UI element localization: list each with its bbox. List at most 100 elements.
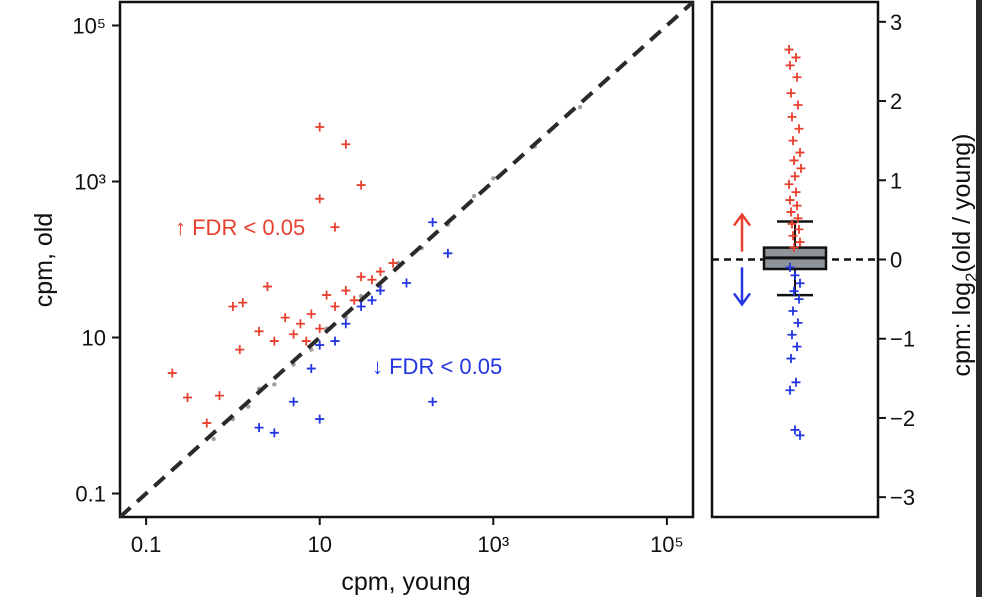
y-axis-title: cpm, old <box>30 213 58 307</box>
data-point <box>235 345 245 355</box>
data-point <box>787 112 797 122</box>
downregulated-points <box>254 217 453 438</box>
boxplot <box>762 220 828 297</box>
data-point <box>262 282 272 292</box>
data-point <box>790 171 800 181</box>
data-point <box>202 418 212 428</box>
y-tick-label: 10³ <box>74 169 106 194</box>
data-point <box>795 148 805 158</box>
y-tick-label: −1 <box>890 327 915 352</box>
log2-axis-title-subscript: 2 <box>962 273 981 282</box>
data-point <box>789 243 799 253</box>
data-point <box>341 319 351 329</box>
data-point <box>367 295 377 305</box>
data-point <box>315 340 325 350</box>
data-point <box>295 319 305 329</box>
data-point <box>788 306 798 316</box>
y-tick-label: −3 <box>890 485 915 510</box>
annotation-down: ↓ FDR < 0.05 <box>372 354 502 379</box>
up-arrow-icon <box>732 212 752 252</box>
data-point <box>791 52 801 62</box>
upregulated-points <box>167 122 398 428</box>
data-point <box>330 336 340 346</box>
log2-axis-title: cpm: log2(old / young) <box>948 134 981 377</box>
data-point <box>183 393 193 403</box>
data-point <box>289 329 299 339</box>
data-point <box>211 436 216 442</box>
data-point <box>787 219 797 229</box>
data-point <box>786 354 796 364</box>
data-point <box>443 248 453 258</box>
data-point <box>788 231 798 241</box>
data-point <box>341 139 351 149</box>
data-point <box>349 295 359 305</box>
data-point <box>785 262 795 272</box>
data-point <box>356 272 366 282</box>
data-point <box>289 397 299 407</box>
data-point <box>471 193 477 199</box>
scatter-frame <box>118 0 695 519</box>
data-point <box>341 286 351 296</box>
data-point <box>306 309 316 319</box>
data-point <box>367 275 377 285</box>
y-tick-label: 1 <box>890 168 902 193</box>
data-point <box>790 270 800 280</box>
data-point <box>330 301 340 311</box>
data-point <box>315 414 325 424</box>
data-point <box>796 163 806 173</box>
data-point <box>795 430 805 440</box>
x-axis-title: cpm, young <box>341 568 470 596</box>
data-point <box>214 391 224 401</box>
data-point <box>785 195 795 205</box>
data-point <box>246 404 251 409</box>
up-points <box>784 45 806 253</box>
data-point <box>315 194 325 204</box>
data-point <box>322 290 332 300</box>
y-tick-label: −2 <box>890 406 915 431</box>
data-point <box>428 397 438 407</box>
data-point <box>306 364 316 374</box>
data-point <box>792 72 802 82</box>
data-point <box>792 342 802 352</box>
data-point <box>788 136 798 146</box>
scatter-panel: 0.1 10 10³ 10⁵ 0.1 10 10³ 10⁵ ↑ FDR < 0.05 ↓ F… <box>30 0 695 596</box>
y-tick-label: 0.1 <box>75 482 106 507</box>
data-point <box>785 385 795 395</box>
direction-arrows <box>732 212 752 307</box>
data-point <box>793 213 803 223</box>
data-point <box>577 104 583 110</box>
annotation-up: ↑ FDR < 0.05 <box>175 215 305 240</box>
log2-axis-title-prefix: cpm: log <box>948 282 976 376</box>
data-point <box>793 100 803 110</box>
x-tick-label: 10 <box>307 532 331 557</box>
data-point <box>786 207 796 217</box>
background-points <box>211 104 583 442</box>
data-point <box>388 258 398 268</box>
y-axis: 0.1 10 10³ 10⁵ <box>72 13 120 507</box>
data-point <box>789 286 799 296</box>
data-point <box>269 428 279 438</box>
window-edge <box>976 0 982 597</box>
log2-axis-title-suffix: (old / young) <box>948 134 976 273</box>
data-point <box>269 336 279 346</box>
y-tick-label: 0 <box>890 248 902 273</box>
y-tick-label: 10⁵ <box>72 13 106 38</box>
data-point <box>789 155 799 165</box>
data-point <box>785 60 795 70</box>
data-point <box>402 278 411 288</box>
x-tick-label: 10⁵ <box>650 532 684 557</box>
y-tick-label: 3 <box>890 10 902 35</box>
down-arrow-icon <box>732 267 752 307</box>
data-point <box>428 217 438 227</box>
data-point <box>254 423 264 433</box>
data-point <box>280 313 290 323</box>
data-point <box>167 368 177 378</box>
data-point <box>790 425 800 435</box>
x-tick-label: 10³ <box>477 532 509 557</box>
data-point <box>491 176 496 181</box>
data-point <box>315 122 325 132</box>
down-points <box>785 262 805 440</box>
data-point <box>356 301 366 311</box>
data-point <box>794 294 804 304</box>
